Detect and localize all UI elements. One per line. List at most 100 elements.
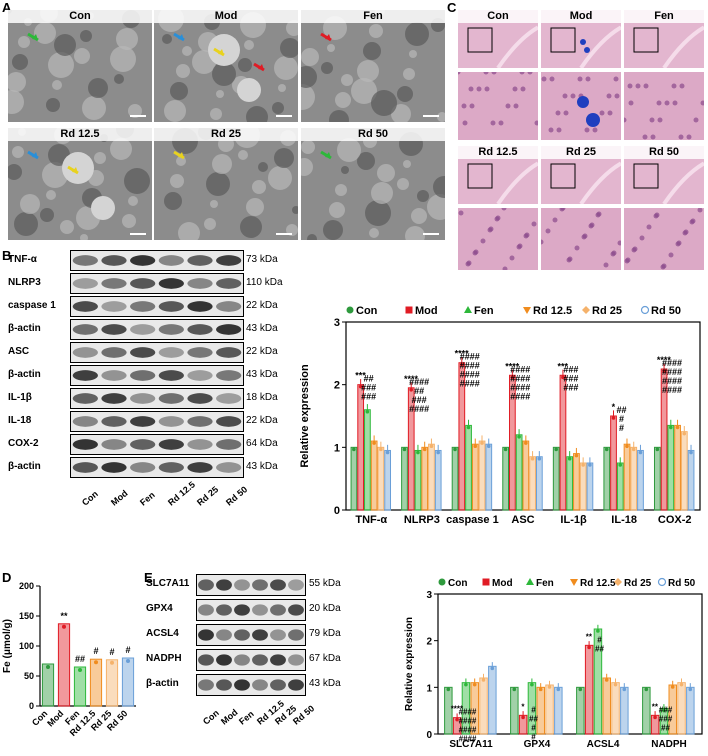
blot-kda-label: 64 kDa [246,437,278,449]
legend-entry: Rd 12.5 [533,305,572,317]
em-micrograph: Fen [301,10,445,122]
bar [377,446,385,511]
data-point [669,425,673,430]
bar [458,362,466,511]
significance-mark: *** [355,371,366,381]
bar [105,659,119,707]
em-micrograph: Rd 25 [154,128,298,240]
legend-entry: Mod [492,578,513,589]
x-tick-label: NLRP3 [404,514,440,526]
data-point [486,444,491,448]
significance-mark: *** [558,361,569,371]
blot-kda-label: 67 kDa [309,653,341,664]
significance-mark: # [531,732,536,741]
y-tick-label: 3 [426,590,432,601]
blot-kda-label: 79 kDa [309,628,341,639]
y-tick-label: 2 [334,380,340,392]
bar [444,686,453,735]
blot-kda-label: 22 kDa [246,345,278,357]
blot-strip [70,457,244,478]
y-tick-label: 1 [334,442,340,454]
bar [451,446,459,511]
data-point [604,447,609,452]
significance-mark: ## [529,714,538,723]
y-axis-label: Fe (μmol/g) [2,619,13,673]
bar [488,665,497,735]
data-point [385,450,390,455]
legend-entry: Con [448,578,467,589]
blot-protein-label: β-actin [8,460,41,472]
data-point [653,715,657,720]
significance-mark: #### [662,367,682,377]
data-point [459,362,464,367]
histology-magnified [624,208,704,270]
data-point [352,447,356,452]
legend-entry: Rd 12.5 [580,578,616,589]
significance-mark: #### [460,370,480,380]
significance-mark: # [109,647,114,657]
bar [384,449,392,511]
em-group-title: Fen [301,10,445,23]
data-point [547,685,552,689]
data-point [638,450,643,455]
blot-kda-label: 43 kDa [246,460,278,472]
legend-entry: Rd 25 [624,578,652,589]
data-point [662,708,666,713]
data-point [429,444,434,448]
histology-group-title: Con [458,10,538,23]
data-point [46,665,50,669]
significance-mark: #### [510,382,530,392]
data-point [453,447,457,452]
legend-entry: Fen [474,305,494,317]
data-point [517,435,521,439]
y-tick-label: 3 [334,317,340,329]
data-point [94,660,98,665]
y-axis-label: Relative expression [299,364,311,468]
blot-kda-label: 20 kDa [309,603,341,614]
data-point [581,463,585,467]
data-point [464,682,468,687]
em-group-title: Con [8,10,152,23]
data-point [538,687,543,692]
data-point [472,682,477,687]
bar [57,623,71,707]
bar [637,449,644,511]
blot-kda-label: 43 kDa [309,678,341,689]
y-tick-label: 100 [19,641,34,651]
histology-overview: Mod [541,10,621,68]
data-point [62,624,66,629]
significance-mark: **** [451,705,464,714]
bar [502,446,510,511]
blot-strip [196,649,306,671]
bar [364,409,371,511]
x-tick-label: TNF-α [355,514,387,526]
significance-mark: #### [662,358,682,368]
legend-entry: Rd 50 [651,305,681,317]
bar [357,384,365,511]
significance-mark: #### [459,717,477,726]
x-tick-label: Mod [45,708,65,728]
blot-kda-label: 22 kDa [246,299,278,311]
significance-mark: ### [361,392,376,402]
x-tick-label: caspase 1 [446,514,499,526]
data-point [588,463,592,467]
bar [478,440,486,511]
data-point [567,456,572,461]
histology-overview: Rd 12.5 [458,146,538,204]
data-point [521,715,525,720]
data-point [372,441,376,445]
data-point [625,444,629,448]
histology-magnified [458,72,538,140]
blot-kda-label: 22 kDa [246,414,278,426]
bar [552,446,560,511]
data-point [537,456,542,461]
data-point [416,450,420,455]
data-point [604,678,609,682]
y-tick-label: 50 [24,671,34,681]
em-micrograph: Rd 50 [301,128,445,240]
y-tick-label: 2 [426,637,432,648]
significance-mark: #### [662,385,682,395]
bar [510,686,519,735]
data-point [446,687,451,692]
bar [452,717,462,735]
